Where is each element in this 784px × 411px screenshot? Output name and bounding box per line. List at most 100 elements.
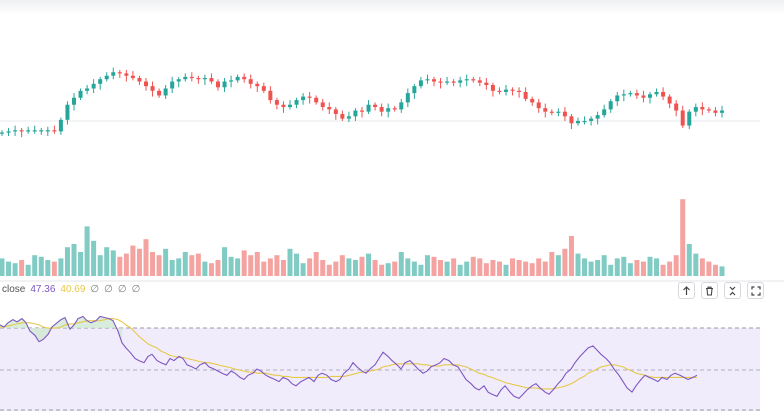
- volume-bar: [280, 260, 286, 276]
- volume-bar: [97, 255, 103, 276]
- candle-body: [648, 94, 652, 98]
- candle-body: [366, 104, 371, 112]
- candle-body: [569, 116, 574, 124]
- candle-body: [556, 111, 561, 113]
- volume-bar: [523, 261, 529, 276]
- arrow-up-icon: [683, 285, 690, 295]
- candle-body: [615, 95, 620, 102]
- volume-bar: [163, 248, 169, 276]
- volume-bar: [457, 264, 463, 276]
- candle-body: [202, 78, 207, 80]
- volume-bar: [627, 263, 633, 276]
- volume-bar: [529, 263, 535, 276]
- candle-body: [641, 95, 646, 98]
- candle-body: [320, 102, 325, 108]
- candle-body: [373, 104, 378, 108]
- volume-bar: [503, 264, 509, 276]
- volume-bar: [12, 263, 18, 276]
- collapse-pane-button[interactable]: [724, 282, 741, 299]
- volume-bar: [385, 263, 391, 276]
- volume-bar: [536, 258, 542, 276]
- volume-bar: [470, 256, 476, 276]
- candle-body: [130, 75, 135, 79]
- candle-body: [124, 73, 129, 76]
- candle-body: [196, 78, 201, 80]
- volume-bar: [228, 256, 234, 276]
- candle-body: [144, 81, 148, 87]
- rsi-legend-placeholder: ∅: [104, 284, 113, 295]
- volume-bar: [202, 261, 208, 276]
- volume-bar: [680, 199, 686, 276]
- rsi-legend-value: 47.36: [30, 284, 56, 295]
- candle-body: [85, 88, 90, 91]
- volume-bar: [601, 255, 607, 276]
- candle-body: [608, 101, 613, 110]
- candle-body: [163, 88, 168, 96]
- volume-bar: [549, 252, 555, 276]
- volume-bar: [438, 260, 444, 276]
- rsi-legend-placeholder: ∅: [90, 284, 100, 295]
- candle-body: [693, 107, 698, 112]
- volume-bar: [647, 256, 653, 276]
- volume-bar: [51, 261, 57, 276]
- volume-bar: [582, 258, 588, 276]
- volume-bar: [307, 258, 313, 276]
- volume-bar: [542, 261, 548, 276]
- maximize-icon: [750, 285, 761, 296]
- volume-bar: [398, 252, 404, 276]
- candle-body: [674, 103, 679, 111]
- candle-body: [307, 96, 312, 98]
- volume-bar: [673, 255, 679, 276]
- candle-body: [451, 81, 456, 83]
- candle-body: [301, 96, 306, 101]
- candle-body: [98, 79, 103, 84]
- move-pane-up-button[interactable]: [678, 282, 695, 299]
- candle-body: [294, 100, 299, 105]
- volume-bar: [71, 244, 77, 276]
- volume-bar: [424, 255, 430, 276]
- candle-body: [346, 116, 351, 119]
- candle-body: [661, 91, 666, 97]
- candle-body: [399, 102, 404, 110]
- volume-bar: [300, 263, 306, 276]
- volume-bar: [555, 255, 561, 276]
- candle-body: [360, 110, 364, 112]
- volume-bar: [38, 256, 44, 276]
- candle-body: [687, 111, 692, 126]
- top-shadow: [0, 0, 784, 14]
- volume-bar: [444, 261, 450, 276]
- volume-bar: [411, 261, 417, 276]
- volume-bar: [333, 261, 339, 276]
- volume-bar: [78, 252, 84, 276]
- volume-bar: [654, 258, 660, 276]
- candle-body: [713, 110, 718, 113]
- volume-bar: [366, 253, 372, 276]
- candle-body: [510, 89, 515, 91]
- candle-body: [412, 86, 417, 94]
- candle-body: [327, 107, 332, 110]
- candle-body: [536, 102, 541, 109]
- candle-body: [379, 107, 384, 112]
- volume-bar: [130, 245, 136, 276]
- candle-body: [0, 132, 4, 134]
- volume-bar: [516, 260, 522, 276]
- volume-bar: [248, 255, 254, 276]
- candle-body: [104, 75, 109, 80]
- candle-body: [274, 100, 279, 105]
- candle-body: [386, 108, 391, 112]
- volume-bar: [104, 247, 110, 276]
- rsi-legend-placeholder: ∅: [131, 284, 141, 295]
- candle-body: [261, 86, 266, 91]
- volume-bar: [712, 264, 718, 276]
- candle-body: [680, 110, 685, 126]
- candle-body: [392, 108, 397, 110]
- candle-body: [490, 85, 495, 91]
- candle-body: [562, 111, 567, 117]
- volume-bar: [176, 258, 182, 276]
- volume-bar: [379, 264, 385, 276]
- delete-pane-button[interactable]: [701, 282, 718, 299]
- candle-body: [157, 90, 162, 96]
- maximize-pane-button[interactable]: [747, 282, 764, 299]
- candle-body: [425, 79, 430, 81]
